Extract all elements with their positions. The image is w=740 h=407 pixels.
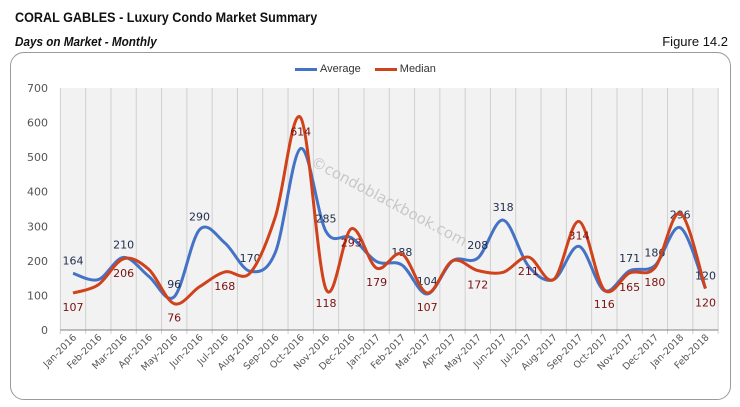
data-label-median: 614: [290, 126, 311, 139]
y-tick-label: 700: [27, 82, 48, 95]
legend-swatch-median: [374, 67, 397, 71]
data-label-median: 179: [366, 276, 387, 289]
y-tick-label: 500: [27, 151, 48, 164]
data-label-average: 290: [189, 211, 210, 224]
chart-subtitle: Days on Market - Monthly: [15, 34, 157, 49]
data-label-average: 285: [316, 212, 337, 225]
data-label-average: 164: [63, 254, 84, 267]
data-label-median: 107: [63, 301, 84, 314]
legend-label-average: Average: [320, 63, 361, 75]
figure-number: Figure 14.2: [662, 34, 728, 49]
page-title: CORAL GABLES - Luxury Condo Market Summa…: [15, 9, 318, 25]
data-label-median: 180: [644, 276, 665, 289]
data-label-average: 96: [167, 278, 181, 291]
data-label-median: 293: [341, 237, 362, 250]
legend-swatch-average: [295, 67, 317, 71]
data-label-median: 206: [113, 267, 134, 280]
y-tick-label: 300: [27, 220, 48, 233]
data-label-average: 104: [417, 275, 438, 288]
data-label-median: 172: [467, 279, 488, 292]
data-label-median: 76: [167, 312, 181, 325]
data-label-average: 170: [240, 252, 261, 265]
y-tick-label: 0: [41, 324, 48, 337]
legend-label-median: Median: [399, 63, 436, 75]
y-tick-label: 200: [27, 255, 48, 268]
y-tick-label: 600: [27, 117, 48, 130]
y-tick-label: 400: [27, 186, 48, 199]
legend-item-median: Median: [374, 63, 436, 75]
legend-item-average: Average: [295, 63, 361, 75]
series-line-median: [72, 115, 707, 306]
data-label-median: 314: [569, 229, 590, 242]
data-label-median: 116: [594, 298, 615, 311]
data-label-median: 165: [619, 281, 640, 294]
data-label-average: 318: [493, 201, 514, 214]
data-label-average: 210: [113, 238, 134, 251]
data-label-median: 211: [518, 265, 539, 278]
data-label-median: 107: [417, 301, 438, 314]
data-label-median: 120: [695, 297, 716, 310]
y-tick-label: 100: [27, 289, 48, 302]
chart-frame: [10, 52, 731, 400]
data-label-median: 168: [214, 280, 235, 293]
data-label-average: 208: [467, 239, 488, 252]
data-label-median: 118: [316, 297, 337, 310]
legend: Average Median: [295, 63, 436, 75]
data-label-average: 171: [619, 252, 640, 265]
data-label-average: 120: [695, 270, 716, 283]
